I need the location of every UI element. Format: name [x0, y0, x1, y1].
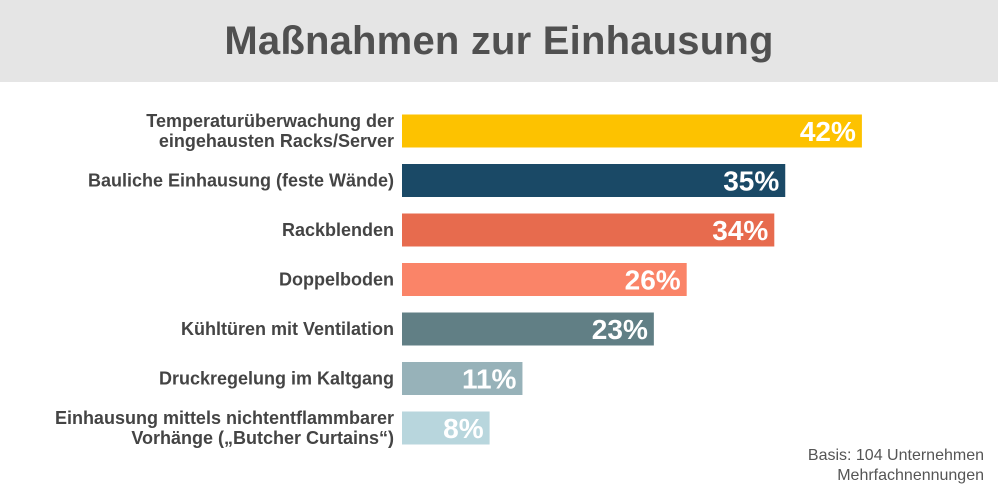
bar-value-label-4: 23%: [592, 314, 648, 345]
category-label-6-line-0: Einhausung mittels nichtentflammbarer: [55, 408, 394, 428]
bar-value-label-3: 26%: [625, 265, 681, 296]
category-label-5: Druckregelung im Kaltgang: [159, 369, 394, 389]
chart-title: Maßnahmen zur Einhausung: [224, 18, 774, 63]
category-label-0-line-1: eingehausten Racks/Server: [159, 131, 394, 151]
title-band: Maßnahmen zur Einhausung: [0, 0, 998, 82]
footnote-basis: Basis: 104 Unternehmen: [807, 447, 984, 464]
category-label-3: Doppelboden: [279, 270, 394, 290]
bar-1: [402, 164, 786, 197]
bar-2: [402, 213, 775, 247]
footnote-multiple-answers: Mehrfachnennungen: [837, 467, 984, 484]
bar-value-label-0: 42%: [800, 116, 856, 147]
bar-4: [402, 312, 654, 346]
bar-value-label-1: 35%: [723, 166, 779, 197]
category-label-2: Rackblenden: [282, 220, 394, 240]
category-label-6-line-1: Vorhänge („Butcher Curtains“): [131, 428, 394, 448]
bar-value-label-5: 11%: [462, 364, 517, 395]
bar-5: [402, 362, 523, 395]
bar-6: [402, 411, 490, 445]
bar-value-label-2: 34%: [712, 215, 768, 246]
category-label-4: Kühltüren mit Ventilation: [181, 319, 394, 339]
category-label-0-line-0: Temperaturüberwachung der: [146, 111, 394, 131]
bar-value-label-6: 8%: [443, 413, 484, 444]
footnote: Basis: 104 Unternehmen Mehrfachnennungen: [808, 446, 984, 486]
bar-0: [402, 114, 862, 148]
category-label-1: Bauliche Einhausung (feste Wände): [88, 171, 394, 191]
bar-3: [402, 263, 687, 296]
